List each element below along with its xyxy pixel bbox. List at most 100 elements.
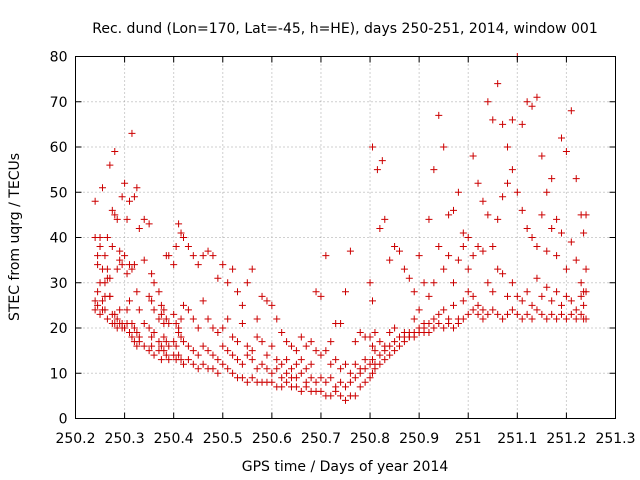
data-point xyxy=(130,193,138,201)
data-point xyxy=(425,292,433,300)
data-point xyxy=(499,315,507,323)
data-point xyxy=(369,297,376,305)
data-point xyxy=(386,351,394,359)
data-point xyxy=(337,365,345,373)
data-point xyxy=(307,360,315,368)
data-point xyxy=(133,329,141,337)
data-point xyxy=(508,306,516,314)
data-point xyxy=(518,315,526,323)
data-point xyxy=(499,270,507,278)
data-point xyxy=(528,234,536,241)
data-point xyxy=(116,306,124,314)
data-point xyxy=(474,243,482,251)
data-point xyxy=(572,256,580,264)
data-point xyxy=(459,229,467,237)
data-point xyxy=(484,279,492,287)
data-point xyxy=(312,288,320,296)
data-point xyxy=(391,347,399,355)
data-point xyxy=(567,107,575,115)
data-point xyxy=(396,342,403,350)
data-point xyxy=(172,319,180,327)
data-point xyxy=(148,297,156,305)
data-point xyxy=(371,329,379,337)
data-point xyxy=(224,279,232,287)
data-point xyxy=(577,279,585,287)
data-point xyxy=(155,288,163,296)
data-point xyxy=(405,274,413,282)
data-point xyxy=(165,252,173,260)
data-point xyxy=(189,360,197,368)
data-point xyxy=(268,369,276,377)
data-point xyxy=(172,243,180,251)
data-point xyxy=(494,265,502,273)
data-point xyxy=(94,261,102,269)
data-point xyxy=(130,324,138,332)
data-point xyxy=(327,360,335,368)
data-point xyxy=(445,252,453,260)
data-point xyxy=(189,315,197,323)
data-point xyxy=(219,261,227,269)
data-point xyxy=(425,215,433,223)
data-point xyxy=(504,310,511,318)
data-point xyxy=(175,220,183,228)
data-point xyxy=(582,288,590,296)
data-point xyxy=(386,256,394,264)
data-point xyxy=(155,315,163,323)
data-point xyxy=(464,288,472,296)
data-point xyxy=(543,315,551,323)
data-point xyxy=(558,229,565,237)
data-point xyxy=(356,383,364,391)
data-point xyxy=(145,220,153,228)
data-point xyxy=(184,342,192,350)
data-point xyxy=(518,297,526,305)
data-point xyxy=(577,292,585,300)
data-point xyxy=(567,310,575,318)
y-tick-label: 40 xyxy=(50,231,68,247)
data-point xyxy=(184,243,192,251)
data-point xyxy=(332,387,340,395)
data-point xyxy=(474,301,482,309)
data-point xyxy=(430,279,438,287)
x-tick-label: 250.7 xyxy=(301,431,341,447)
data-point xyxy=(317,387,325,395)
data-point xyxy=(369,369,376,377)
data-point xyxy=(123,215,131,223)
data-point xyxy=(459,297,467,305)
data-point xyxy=(238,374,246,382)
data-point xyxy=(504,179,511,187)
data-point xyxy=(160,347,168,355)
data-points xyxy=(91,53,590,404)
data-point xyxy=(224,365,232,373)
data-point xyxy=(135,338,143,346)
data-point xyxy=(118,261,126,269)
data-point xyxy=(258,292,266,300)
data-point xyxy=(484,211,492,219)
data-point xyxy=(337,378,345,386)
data-point xyxy=(553,215,561,223)
data-point xyxy=(297,333,305,341)
data-point xyxy=(214,356,222,364)
data-point xyxy=(172,342,180,350)
data-point xyxy=(548,297,556,305)
data-point xyxy=(518,120,526,128)
data-point xyxy=(162,351,170,359)
data-point xyxy=(513,310,521,318)
x-tick-label: 251 xyxy=(455,431,482,447)
data-point xyxy=(342,396,349,404)
data-point xyxy=(302,342,310,350)
data-point xyxy=(103,234,111,241)
data-point xyxy=(116,256,124,264)
data-point xyxy=(263,365,271,373)
data-point xyxy=(111,148,119,156)
data-point xyxy=(474,179,482,187)
data-point xyxy=(273,356,281,364)
data-point xyxy=(108,206,116,214)
axis-ticks: 250.2 250.3 250.4 250.5 250.6 250.7 250.8 250.9… xyxy=(50,50,636,448)
data-point xyxy=(214,369,222,377)
data-point xyxy=(123,270,131,278)
data-point xyxy=(342,383,349,391)
y-tick-label: 50 xyxy=(50,185,68,201)
chart-title: Rec. dund (Lon=170, Lat=-45, h=HE), days… xyxy=(92,21,598,37)
data-point xyxy=(494,215,502,223)
data-point xyxy=(577,310,585,318)
